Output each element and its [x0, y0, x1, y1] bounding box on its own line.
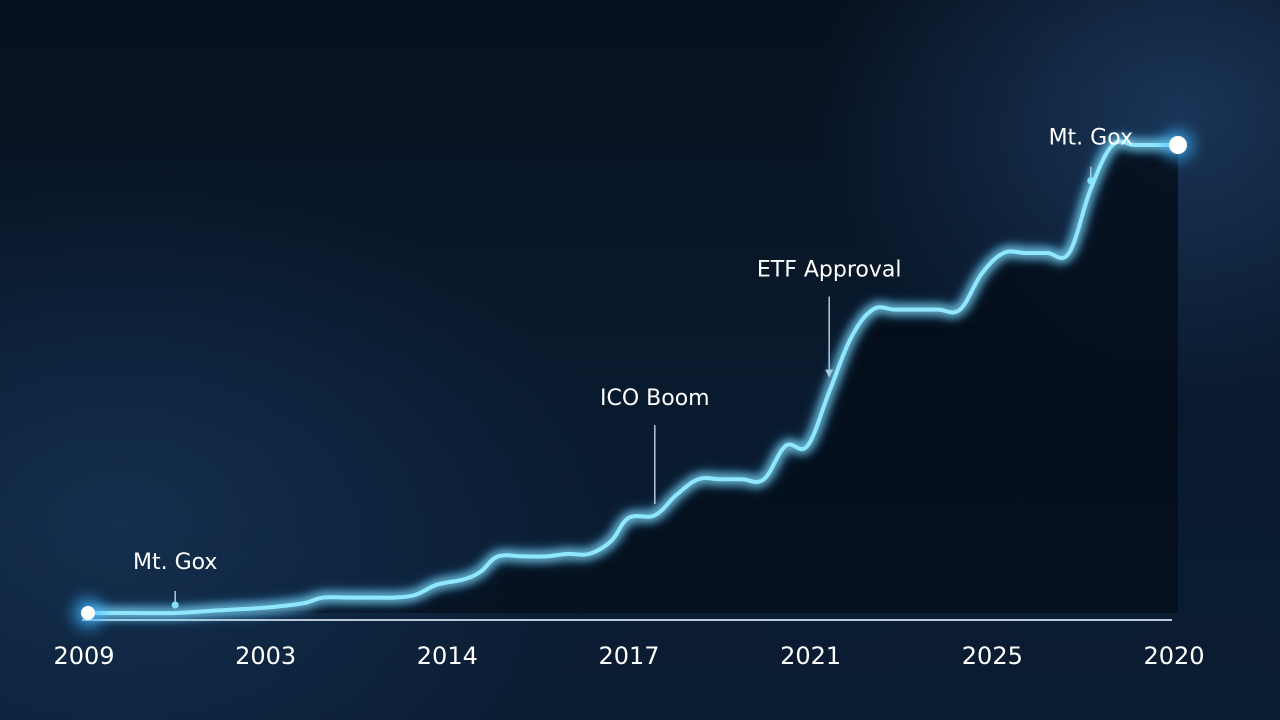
annotation-label: ETF Approval	[757, 258, 902, 283]
x-tick-label: 2009	[53, 642, 114, 670]
series-line	[86, 139, 1180, 616]
annotation-label: ICO Boom	[600, 386, 710, 411]
annotation-dot	[171, 601, 179, 609]
annotation-arrowhead	[825, 369, 834, 378]
x-tick-label: 2014	[417, 642, 478, 670]
annotation-label: Mt. Gox	[1049, 126, 1133, 151]
x-tick-label: 2017	[598, 642, 659, 670]
annotation-label: Mt. Gox	[133, 550, 217, 575]
endpoint-glows	[72, 129, 1194, 629]
x-tick-label: 2021	[780, 642, 841, 670]
area-fill	[88, 141, 1178, 614]
end-point	[1169, 136, 1187, 154]
start-point	[81, 606, 95, 620]
x-tick-labels: 2009 2003 2014 2017 2021 2025 2020	[53, 642, 1204, 670]
x-tick-label: 2003	[235, 642, 296, 670]
annotation-labels: Mt. Gox ICO Boom ETF Approval Mt. Gox	[133, 126, 1133, 575]
x-tick-label: 2025	[962, 642, 1023, 670]
x-tick-label: 2020	[1143, 642, 1204, 670]
